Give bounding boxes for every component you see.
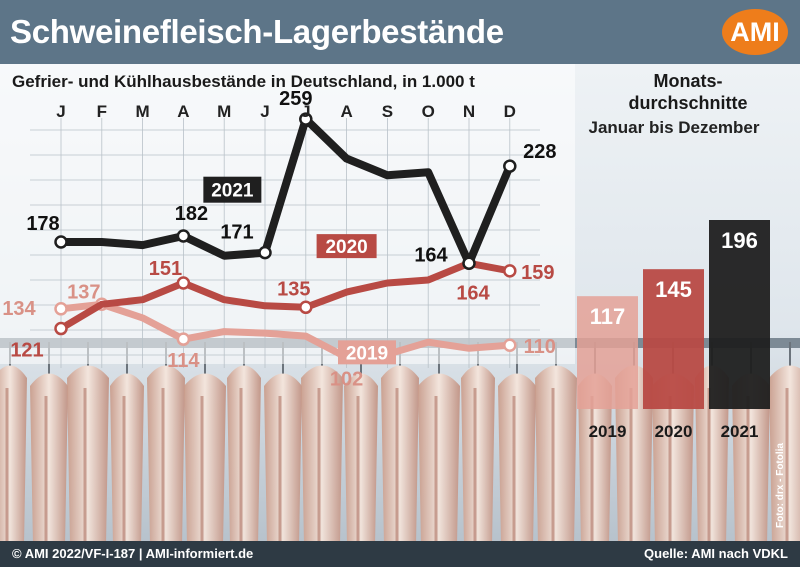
series-badge-2021: [203, 176, 262, 203]
series-name-label: 2021: [211, 181, 254, 202]
month-label: M: [217, 102, 231, 121]
data-label: 228: [523, 141, 556, 163]
header-bar: Schweinefleisch-Lagerbestände AMI: [0, 0, 800, 64]
data-label: 171: [220, 222, 253, 244]
series-line-2021: [61, 115, 514, 268]
month-label: O: [422, 102, 435, 121]
photo-credit: Foto: drx - Fotolia: [775, 443, 786, 528]
series-2020: 121 151 135 164 159 2020: [10, 234, 554, 362]
series-line-2020: [59, 259, 511, 332]
data-point: [258, 245, 272, 260]
month-label: A: [177, 102, 189, 121]
bar-2019: [577, 296, 638, 409]
data-label: 159: [521, 262, 554, 284]
data-point: [54, 235, 68, 249]
data-label: 121: [10, 340, 43, 362]
data-label: 110: [524, 336, 556, 358]
data-label: 137: [67, 281, 100, 303]
carcass-shape: [30, 342, 68, 545]
carcass-shape: [67, 342, 109, 545]
bar-2021: [709, 220, 770, 409]
bar-value-label: 145: [655, 277, 692, 302]
bar-chart-subtitle: Januar bis Dezember: [588, 118, 759, 137]
carcass-shape: [418, 342, 460, 545]
data-label: 134: [2, 298, 36, 320]
data-label: 164: [456, 282, 490, 304]
data-point: [503, 338, 517, 352]
data-point: [503, 264, 517, 278]
carcass-shape: [381, 342, 419, 545]
bar-value-label: 117: [590, 304, 626, 329]
series-badge-2019: [338, 340, 396, 365]
data-point: [54, 321, 68, 336]
month-label: J: [301, 102, 310, 121]
data-point: [503, 159, 517, 173]
data-point: [176, 332, 191, 346]
carcass-shape: [147, 342, 185, 545]
carcass-shape: [769, 342, 800, 545]
carcass-shape: [227, 342, 261, 545]
data-label: 114: [167, 350, 200, 372]
data-label: 259: [279, 88, 312, 110]
footer-bar: © AMI 2022/VF-I-187 | AMI-informiert.de …: [0, 541, 800, 567]
line-chart-title: Gefrier- und Kühlhausbestände in Deutsch…: [12, 72, 475, 91]
data-point: [299, 300, 313, 315]
series-2021: 178 182 171 259 164 228 2021: [26, 88, 556, 271]
series-name-label: 2020: [325, 237, 367, 258]
ami-logo: AMI: [722, 9, 788, 55]
data-label: 102: [330, 368, 363, 390]
bar-category-label: 2021: [721, 422, 759, 441]
bar-category-label: 2019: [589, 422, 627, 441]
month-label: A: [340, 102, 352, 121]
pork-carcass-photo: Foto: drx - Fotolia: [0, 338, 800, 545]
series-line-2019: [60, 300, 511, 361]
data-point: [176, 276, 191, 290]
month-label: F: [97, 102, 107, 121]
series-2019: 134 137 114 102 110 2019: [2, 281, 556, 390]
bar-2020: [643, 269, 704, 409]
month-label: J: [260, 102, 269, 121]
source-text: Quelle: AMI nach VDKL: [644, 546, 788, 561]
data-point: [176, 229, 191, 243]
page-title: Schweinefleisch-Lagerbestände: [10, 13, 504, 50]
month-label: D: [504, 102, 516, 121]
series-badge-2020: [316, 234, 377, 259]
month-label: M: [136, 102, 150, 121]
data-label: 182: [175, 203, 208, 225]
bar-value-label: 196: [721, 228, 758, 253]
series-name-label: 2019: [346, 343, 388, 364]
bar-chart-title: Monats-: [654, 71, 723, 91]
carcass-shape: [535, 342, 577, 545]
data-label: 178: [26, 213, 59, 235]
month-label: N: [463, 102, 475, 121]
data-label: 135: [277, 278, 310, 300]
bar-category-label: 2020: [655, 422, 693, 441]
month-label: S: [382, 102, 393, 121]
carcass-shape: [461, 342, 495, 545]
month-label: J: [56, 102, 65, 121]
carcass-shape: [498, 342, 536, 545]
data-point: [54, 302, 68, 316]
copyright-text: © AMI 2022/VF-I-187 | AMI-informiert.de: [12, 546, 254, 561]
chart-panel-bg: [0, 64, 575, 364]
data-label: 164: [414, 244, 448, 266]
data-label: 151: [149, 258, 182, 280]
data-point: [462, 256, 476, 271]
bar-chart-title: durchschnitte: [628, 93, 747, 113]
data-point: [299, 112, 313, 126]
bar-chart: Monats-durchschnitte Januar bis Dezember 1…: [577, 71, 770, 441]
